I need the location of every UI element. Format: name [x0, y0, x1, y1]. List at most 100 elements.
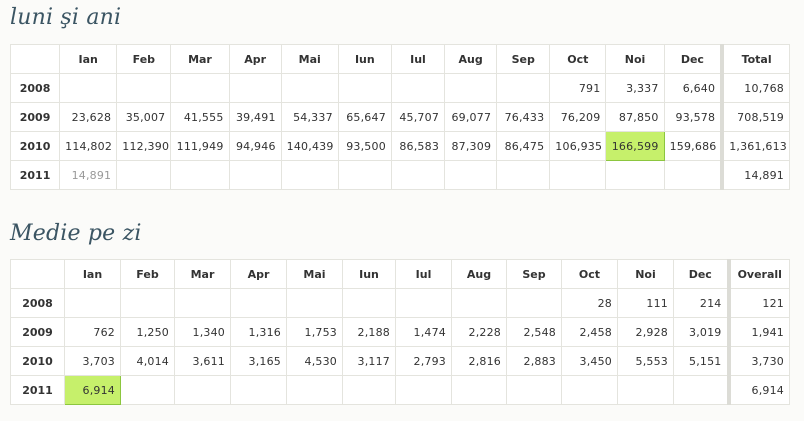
column-header-aug: Aug	[451, 259, 507, 289]
column-header-aug: Aug	[444, 44, 498, 74]
column-header-dec: Dec	[663, 44, 723, 74]
column-header-iun: Iun	[337, 44, 392, 74]
table-cell: 54,337	[280, 102, 339, 132]
table-cell: 791	[549, 73, 607, 103]
row-total-cell: 708,519	[720, 102, 791, 132]
table-cell: 28	[561, 288, 618, 318]
table-cell: 39,491	[228, 102, 282, 132]
row-total-cell: 14,891	[720, 160, 791, 190]
table-cell: 1,340	[174, 317, 231, 347]
table-cell: 106,935	[549, 131, 607, 161]
table-cell	[663, 160, 723, 190]
table-cell: 112,390	[116, 131, 172, 161]
column-header-total: Total	[720, 44, 791, 74]
column-header-mai: Mai	[280, 44, 339, 74]
table-cell	[451, 375, 507, 405]
table-cell	[390, 160, 446, 190]
table-cell: 86,475	[496, 131, 551, 161]
table-cell: 76,433	[496, 102, 551, 132]
highlighted-cell: 166,599	[605, 131, 665, 161]
table-cell	[617, 375, 674, 405]
table-cell	[444, 160, 498, 190]
table-cell: 2,928	[617, 317, 674, 347]
row-total-cell: 1,361,613	[720, 131, 791, 161]
row-header-year: 2010	[9, 131, 61, 161]
table-cell: 87,850	[605, 102, 665, 132]
row-header-year: 2011	[9, 160, 61, 190]
column-header-sep: Sep	[496, 44, 551, 74]
table-cell: 93,578	[663, 102, 723, 132]
table-cell	[496, 160, 551, 190]
table-cell: 35,007	[116, 102, 172, 132]
column-header-noi: Noi	[617, 259, 674, 289]
table-cell: 5,553	[617, 346, 674, 376]
table-cell	[286, 288, 343, 318]
row-total-cell: 1,941	[726, 317, 790, 347]
table-cell	[228, 160, 282, 190]
table-row: 2011 6,914 6,914	[10, 375, 790, 405]
table-cell	[116, 160, 172, 190]
table-cell: 2,458	[561, 317, 618, 347]
table-cell	[170, 160, 230, 190]
column-header-mar: Mar	[174, 259, 231, 289]
table-cell: 2,188	[342, 317, 396, 347]
table-cell: 3,703	[64, 346, 121, 376]
table-cell: 14,891	[59, 160, 118, 190]
table-cell: 93,500	[337, 131, 392, 161]
table-row: 2008 28 111 214 121	[10, 288, 790, 318]
corner-cell	[10, 259, 65, 289]
table-cell	[120, 288, 175, 318]
table-cell	[230, 375, 287, 405]
table-cell: 2,816	[451, 346, 507, 376]
table-cell	[170, 73, 230, 103]
column-header-total: Overall	[726, 259, 790, 289]
corner-cell	[9, 44, 61, 74]
table-cell	[342, 375, 396, 405]
table-cell: 6,640	[663, 73, 723, 103]
table-cell: 159,686	[663, 131, 723, 161]
column-header-noi: Noi	[605, 44, 665, 74]
column-header-iun: Iun	[342, 259, 396, 289]
column-header-apr: Apr	[230, 259, 287, 289]
table-cell: 214	[673, 288, 729, 318]
table-cell	[395, 288, 452, 318]
table-row: 2009 762 1,250 1,340 1,316 1,753 2,188 1,474 2,2…	[10, 317, 790, 347]
table-cell: 111,949	[170, 131, 230, 161]
table-cell: 2,883	[506, 346, 562, 376]
table-cell	[390, 73, 446, 103]
table-cell	[506, 288, 562, 318]
table-cell: 1,753	[286, 317, 343, 347]
table-cell	[174, 375, 231, 405]
column-header-iul: Iul	[395, 259, 452, 289]
table-cell	[561, 375, 618, 405]
table-cell: 3,019	[673, 317, 729, 347]
table-row: 2009 23,628 35,007 41,555 39,491 54,337 65,647…	[9, 102, 791, 132]
table-row: 2010 3,703 4,014 3,611 3,165 4,530 3,117 2,793 2…	[10, 346, 790, 376]
table-cell	[280, 73, 339, 103]
table-cell: 3,337	[605, 73, 665, 103]
column-header-feb: Feb	[120, 259, 175, 289]
table-cell: 111	[617, 288, 674, 318]
table-cell: 762	[64, 317, 121, 347]
table-cell: 114,802	[59, 131, 118, 161]
table-cell: 23,628	[59, 102, 118, 132]
row-total-cell: 121	[726, 288, 790, 318]
table-cell	[116, 73, 172, 103]
table-cell	[549, 160, 607, 190]
table-cell: 1,250	[120, 317, 175, 347]
column-header-sep: Sep	[506, 259, 562, 289]
column-header-ian: Ian	[59, 44, 118, 74]
table-cell	[228, 73, 282, 103]
column-header-ian: Ian	[64, 259, 121, 289]
table-cell	[280, 160, 339, 190]
daily-average-table: Ian Feb Mar Apr Mai Iun Iul Aug Sep Oct Noi Dec Over…	[10, 259, 790, 405]
table-cell	[496, 73, 551, 103]
table-cell: 2,548	[506, 317, 562, 347]
table-cell	[64, 288, 121, 318]
column-header-mar: Mar	[170, 44, 230, 74]
column-header-mai: Mai	[286, 259, 343, 289]
monthly-stats-table: Ian Feb Mar Apr Mai Iun Iul Aug Sep Oct Noi Dec Tota…	[9, 44, 791, 190]
column-header-iul: Iul	[390, 44, 446, 74]
table-cell: 3,611	[174, 346, 231, 376]
row-total-cell: 3,730	[726, 346, 790, 376]
